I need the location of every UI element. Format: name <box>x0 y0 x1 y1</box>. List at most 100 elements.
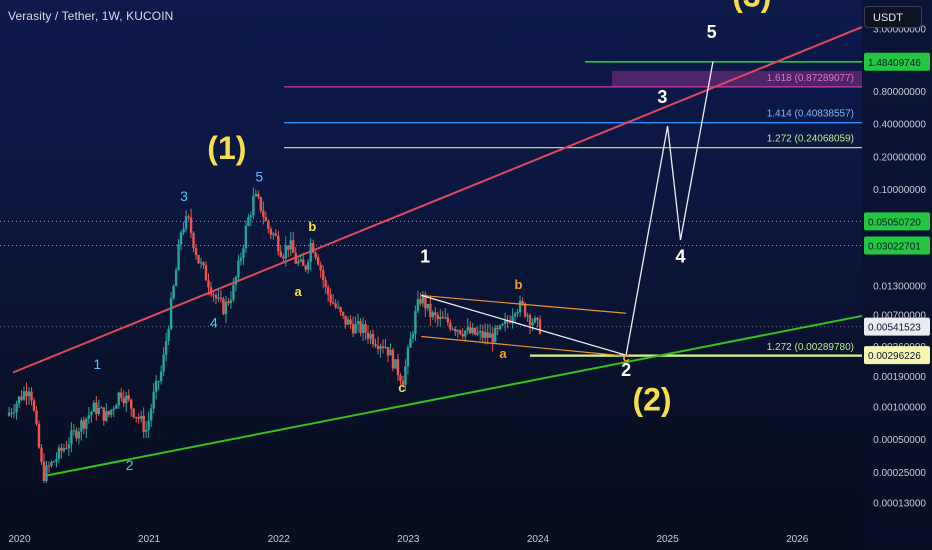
candle-body <box>521 300 524 304</box>
candle-body <box>17 396 21 404</box>
price-marker-label: 0.05050720 <box>868 217 921 228</box>
candle-body <box>115 405 118 409</box>
candle-body <box>396 359 400 376</box>
candle-body <box>47 465 51 467</box>
candle-body <box>57 447 61 459</box>
candle-body <box>42 461 46 482</box>
candle-body <box>189 217 193 233</box>
candle-body <box>466 327 469 331</box>
candle-body <box>411 333 415 339</box>
price-marker-label: 1.48409746 <box>868 58 921 69</box>
candle-body <box>52 461 56 463</box>
x-tick-label: 2025 <box>656 534 679 545</box>
candle-body <box>381 346 385 348</box>
candle-body <box>518 300 522 313</box>
price-marker <box>864 236 930 255</box>
candle-body <box>297 261 300 264</box>
candle-body <box>469 327 472 334</box>
candle-body <box>409 338 412 348</box>
y-tick-label: 0.80000000 <box>873 87 926 98</box>
candle-body <box>401 380 405 385</box>
fib-layer: 1.618 (0.87289077) 1.414 (0.40838557) 1.27… <box>0 61 862 357</box>
candle-body <box>92 402 96 412</box>
candle-body <box>120 392 123 398</box>
y-tick-label: 0.00025000 <box>873 468 926 479</box>
candle-body <box>149 408 153 421</box>
candle-body <box>244 225 248 249</box>
x-tick-label: 2021 <box>138 534 161 545</box>
candle-body <box>471 327 474 334</box>
y-tick-label: 0.00050000 <box>873 435 926 446</box>
candle-body <box>431 312 435 318</box>
candle-body <box>339 307 342 313</box>
wave-label: b <box>308 219 316 234</box>
currency-button[interactable]: USDT <box>864 6 922 28</box>
projection-path <box>421 61 714 357</box>
trendline-layer <box>12 26 863 477</box>
candle-body <box>366 332 370 339</box>
candle-body <box>50 461 53 467</box>
candle-body <box>130 399 133 409</box>
candle-body <box>87 415 91 419</box>
candle-body <box>329 294 332 303</box>
price-marker-label: 0.03022701 <box>868 242 921 253</box>
candle-body <box>359 321 362 334</box>
candle-body <box>511 316 514 323</box>
candle-body <box>508 322 512 324</box>
candles-layer <box>7 187 542 484</box>
fib-label: 1.272 (0.00289780) <box>767 342 854 353</box>
candle-body <box>294 252 297 264</box>
candle-body <box>267 220 270 229</box>
candle-body <box>234 276 238 285</box>
candle-body <box>449 322 452 330</box>
wave-label: 5 <box>707 22 717 42</box>
candle-body <box>444 317 447 319</box>
candle-body <box>321 270 325 281</box>
candle-body <box>237 260 240 277</box>
wave-label: 4 <box>676 247 686 267</box>
chart-title: Verasity / Tether, 1W, KUCOIN <box>8 9 174 23</box>
candle-body <box>202 262 205 266</box>
candle-body <box>90 411 93 416</box>
wave-label: 5 <box>255 168 263 184</box>
candle-body <box>169 298 173 330</box>
candle-body <box>184 216 188 229</box>
y-tick-label: 0.00100000 <box>873 402 926 413</box>
candle-body <box>154 381 158 392</box>
candle-body <box>319 264 322 271</box>
candle-body <box>464 330 467 337</box>
candle-body <box>239 257 243 261</box>
candle-body <box>27 391 31 397</box>
candle-body <box>82 420 86 429</box>
candle-body <box>424 294 427 309</box>
candle-body <box>60 447 63 451</box>
price-marker <box>864 212 930 231</box>
candle-body <box>207 280 210 288</box>
wave-label: (2) <box>632 381 671 417</box>
candle-body <box>481 331 484 338</box>
candle-body <box>406 347 410 367</box>
candle-body <box>349 319 352 325</box>
candle-body <box>426 303 430 309</box>
candle-body <box>117 392 120 406</box>
candle-body <box>222 299 225 315</box>
candle-body <box>302 259 305 266</box>
candle-body <box>217 297 220 299</box>
candle-body <box>269 228 273 235</box>
candle-body <box>289 240 292 250</box>
candle-body <box>194 248 198 256</box>
candle-body <box>112 408 115 410</box>
candle-body <box>513 313 517 317</box>
candle-body <box>179 232 183 245</box>
price-marker-label: 0.00296226 <box>868 351 921 362</box>
wave-label: b <box>515 277 523 292</box>
fib-label: 1.414 (0.40838557) <box>767 109 854 120</box>
candle-body <box>371 334 375 344</box>
candle-body <box>454 328 457 332</box>
candle-body <box>10 412 13 414</box>
candle-body <box>122 397 125 404</box>
candle-body <box>182 228 185 233</box>
candle-body <box>456 330 459 332</box>
